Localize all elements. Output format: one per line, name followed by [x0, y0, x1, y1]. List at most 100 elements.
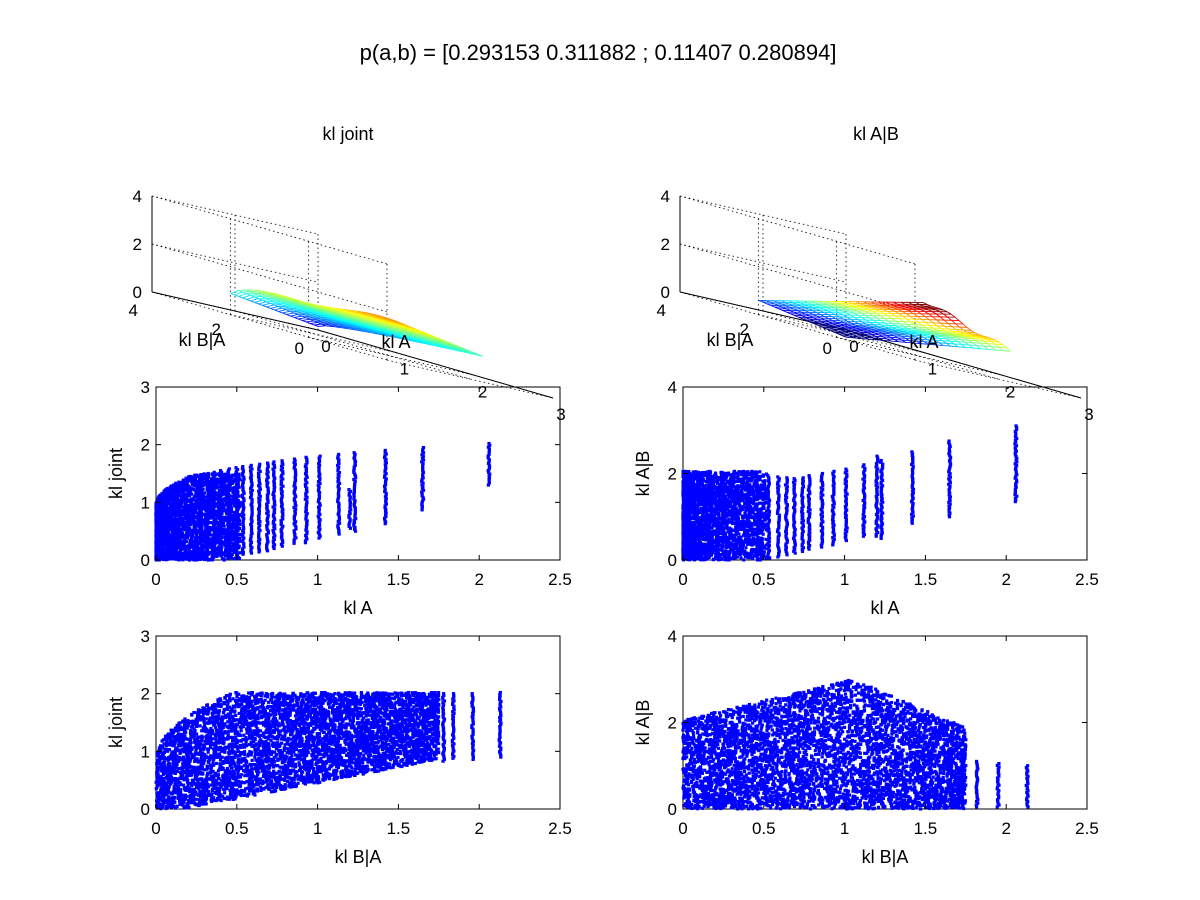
- scatter-point: [184, 481, 188, 485]
- scatter-point: [186, 493, 190, 497]
- scatter-point: [175, 556, 180, 560]
- scatter-point: [172, 491, 176, 495]
- z-tick-label: 4: [133, 187, 142, 206]
- y-tick-label: 2: [740, 320, 749, 339]
- scatter-point: [758, 470, 762, 474]
- scatter-point: [168, 486, 172, 491]
- scatter-point: [241, 464, 245, 469]
- scatter-point: [203, 505, 208, 509]
- scatter-point: [165, 554, 170, 558]
- scatter-point: [280, 459, 284, 463]
- x-tick-label: 1: [313, 570, 322, 589]
- z-tick-label: 4: [661, 187, 670, 206]
- surface-mesh: [230, 289, 483, 357]
- scatter-point: [234, 466, 238, 470]
- scatter-point: [169, 527, 173, 531]
- scatter-point: [189, 503, 193, 507]
- scatter-point: [266, 461, 270, 465]
- scatter-point: [337, 452, 341, 457]
- scatter-point: [199, 473, 203, 477]
- axes-box: [155, 386, 561, 561]
- scatter-point: [221, 473, 225, 477]
- x-tick-label: 1: [928, 360, 937, 379]
- scatter-point: [198, 474, 202, 479]
- scatter-point: [272, 460, 276, 464]
- subplot-title: kl A|B: [853, 124, 899, 144]
- scatter-point: [210, 557, 215, 562]
- scatter-point: [189, 536, 194, 541]
- subplot-title: kl joint: [322, 124, 373, 144]
- scatter-point: [186, 503, 190, 508]
- y-tick-label: 0: [295, 339, 304, 358]
- scatter-point: [159, 521, 164, 525]
- scatter-point: [173, 538, 177, 542]
- scatter-point: [191, 530, 195, 534]
- scatter-point: [232, 557, 236, 561]
- y-tick-label: 2: [141, 436, 150, 455]
- scatter-point: [163, 547, 167, 551]
- scatter-point: [231, 541, 235, 545]
- y-axis-label: kl B|A: [179, 330, 226, 350]
- scatter-point: [177, 480, 181, 484]
- scatter-point: [181, 489, 186, 493]
- scatter-point: [178, 483, 183, 487]
- x-tick-label: 0: [151, 570, 160, 589]
- x-axis-label: kl A: [909, 332, 938, 352]
- x-tick-label: 0.5: [225, 570, 249, 589]
- scatter-point: [231, 490, 235, 495]
- scatter-point: [304, 455, 308, 459]
- y-axis-label: kl joint: [106, 448, 126, 499]
- scatter-point: [167, 523, 171, 527]
- scatter-point: [176, 488, 180, 492]
- scatter-point: [176, 505, 180, 509]
- scatter-point: [157, 498, 161, 502]
- scatter-point: [164, 530, 168, 534]
- scatter-point: [171, 495, 176, 499]
- x-tick-label: 2: [478, 382, 487, 401]
- scatter-point: [173, 535, 177, 540]
- y-axis-label: kl B|A: [707, 330, 754, 350]
- scatter-point: [223, 553, 227, 557]
- scatter-point: [229, 507, 233, 511]
- scatter-point: [195, 501, 199, 505]
- scatter-point: [156, 524, 160, 528]
- y-tick-label: 0: [141, 551, 150, 570]
- figure-suptitle: p(a,b) = [0.293153 0.311882 ; 0.11407 0.…: [360, 40, 837, 65]
- scatter-point: [352, 451, 356, 455]
- scatter-point: [218, 469, 223, 473]
- x-tick-label: 1.5: [387, 570, 411, 589]
- scatter-point: [158, 531, 162, 535]
- scatter-point: [162, 543, 166, 547]
- scatter-point: [191, 539, 196, 544]
- scatter-point: [168, 552, 172, 556]
- scatter-points: [681, 424, 1019, 562]
- scatter-point: [347, 488, 351, 492]
- y-tick-label: 2: [212, 320, 221, 339]
- scatter-point: [190, 521, 194, 525]
- scatter-point: [195, 552, 199, 556]
- scatter-point: [193, 545, 197, 549]
- scatter-point: [177, 532, 181, 537]
- scatter-point: [192, 553, 196, 557]
- scatter-point: [185, 488, 189, 493]
- scatter-point: [212, 470, 216, 474]
- scatter-point: [154, 528, 158, 532]
- scatter-point: [421, 445, 426, 450]
- scatter-point: [180, 552, 185, 556]
- scatter-point: [186, 484, 190, 489]
- scatter-point: [176, 536, 180, 541]
- scatter-point: [180, 494, 184, 498]
- scatter-point: [168, 533, 172, 537]
- scatter-point: [487, 441, 491, 446]
- scatter-point: [169, 540, 173, 544]
- x-axis-label: kl A: [343, 598, 372, 618]
- x-tick-label: 3: [1084, 405, 1093, 424]
- scatter-points: [154, 441, 492, 562]
- scatter-point: [195, 547, 199, 551]
- scatter-point: [159, 524, 164, 528]
- x-tick-label: 1: [400, 360, 409, 379]
- y-tick-label: 4: [657, 301, 666, 320]
- scatter-point: [188, 538, 192, 543]
